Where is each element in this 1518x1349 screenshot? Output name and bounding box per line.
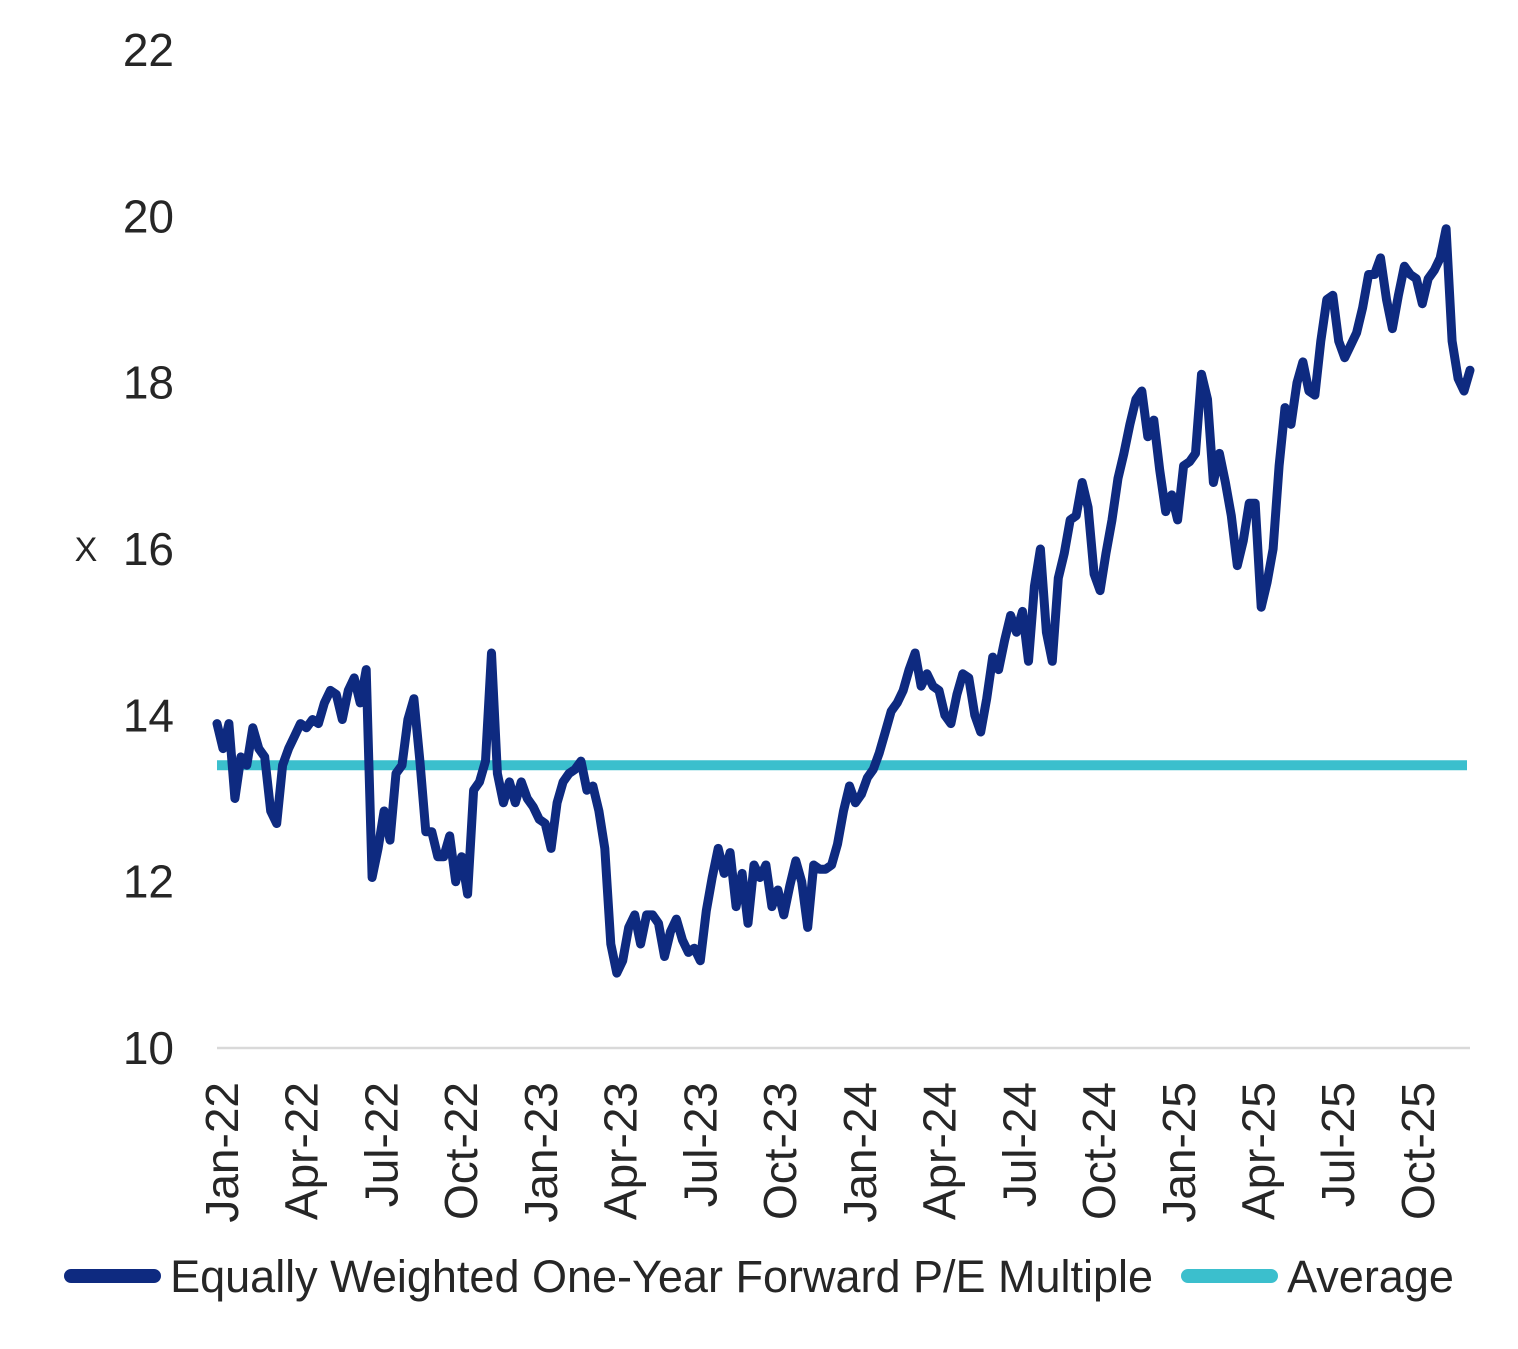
pe-multiple-line-series <box>212 224 1475 978</box>
y-axis-tick-label: 12 <box>123 856 174 908</box>
x-axis-tick-label: Jul-25 <box>1312 1082 1364 1207</box>
x-axis-tick-label: Jan-23 <box>515 1082 567 1223</box>
pe-multiple-legend-label: Equally Weighted One-Year Forward P/E Mu… <box>170 1250 1154 1302</box>
x-axis-tick-label: Jul-23 <box>674 1082 726 1207</box>
y-axis-title: X <box>75 531 98 569</box>
x-axis-tick-label: Jan-22 <box>196 1082 248 1223</box>
x-axis-tick-label: Apr-23 <box>595 1082 647 1220</box>
y-axis-tick-label: 22 <box>123 24 174 76</box>
y-axis-tick-label: 14 <box>123 689 174 741</box>
x-axis-tick-label: Oct-25 <box>1392 1082 1444 1220</box>
y-axis-tick-label: 20 <box>123 190 174 242</box>
chart-legend: Equally Weighted One-Year Forward P/E Mu… <box>0 1236 1518 1316</box>
chart-area: 10 12 14 16 18 20 22 X Jan-22 Apr-22 Jul-22 Oct-22 J… <box>75 24 1475 1223</box>
x-axis-tick-label: Jan-24 <box>834 1082 886 1223</box>
y-axis-tick-label: 10 <box>123 1022 174 1074</box>
x-axis-tick-label: Jul-22 <box>355 1082 407 1207</box>
x-axis-tick-label: Oct-24 <box>1073 1082 1125 1220</box>
x-axis-tick-label: Jan-25 <box>1153 1082 1205 1223</box>
x-axis-tick-label: Jul-24 <box>993 1082 1045 1207</box>
x-axis-tick-label: Oct-22 <box>435 1082 487 1220</box>
x-axis-tick-label: Apr-24 <box>914 1082 966 1220</box>
legend-item-average: Average <box>1181 1254 1454 1299</box>
y-axis-tick-label: 18 <box>123 357 174 409</box>
legend-item-pe-multiple: Equally Weighted One-Year Forward P/E Mu… <box>64 1254 1153 1299</box>
x-axis-tick-label: Oct-23 <box>754 1082 806 1220</box>
pe-multiple-legend-swatch <box>64 1269 162 1283</box>
average-legend-label: Average <box>1287 1250 1454 1302</box>
average-legend-swatch <box>1181 1269 1279 1283</box>
x-axis-tick-label: Apr-22 <box>276 1082 328 1220</box>
x-axis-tick-label: Apr-25 <box>1232 1082 1284 1220</box>
pe-multiple-chart: 10 12 14 16 18 20 22 X Jan-22 Apr-22 Jul-22 Oct-22 J… <box>75 24 1475 1223</box>
y-axis-tick-label: 16 <box>123 523 174 575</box>
